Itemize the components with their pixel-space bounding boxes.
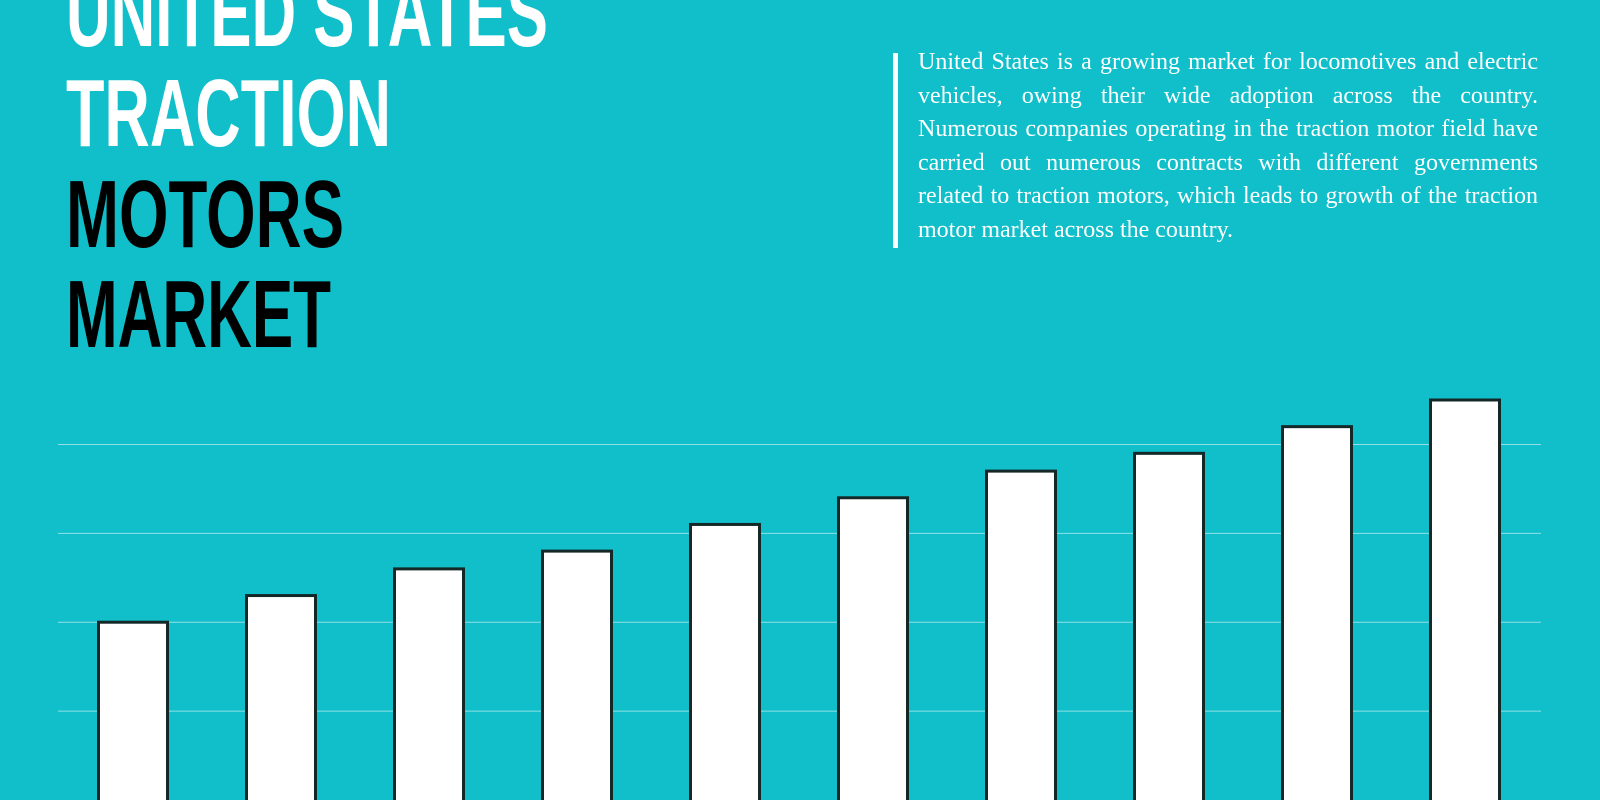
title-line: MARKET <box>66 261 331 368</box>
description: United States is a growing market for lo… <box>918 49 1538 243</box>
bar <box>837 496 909 800</box>
bar <box>393 567 465 800</box>
bar <box>97 620 169 800</box>
bar <box>985 469 1057 800</box>
bar <box>1281 425 1353 800</box>
bar <box>1133 451 1205 800</box>
bar <box>245 594 317 800</box>
bar <box>1429 398 1501 800</box>
title-line: UNITED STATES <box>66 0 548 67</box>
bar <box>689 522 761 800</box>
bar <box>541 549 613 800</box>
title-line: TRACTION <box>66 60 391 167</box>
title-line: MOTORS <box>66 161 344 268</box>
quote-bar <box>893 53 898 248</box>
